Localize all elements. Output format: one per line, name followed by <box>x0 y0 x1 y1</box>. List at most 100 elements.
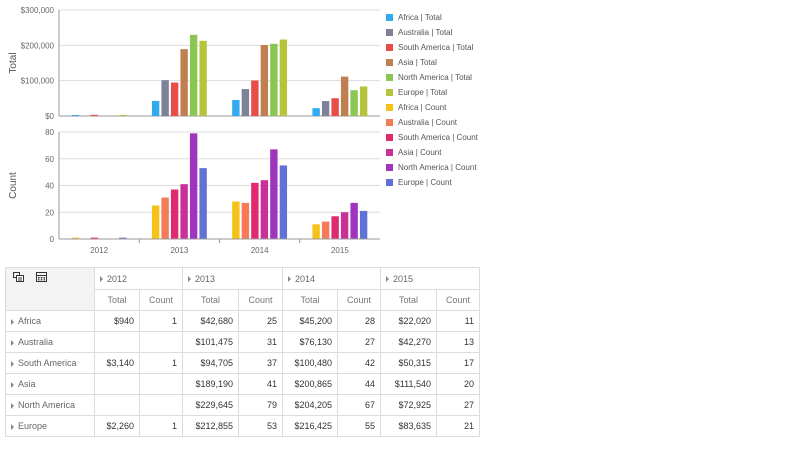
bar[interactable] <box>260 45 269 117</box>
bar[interactable] <box>119 237 127 239</box>
legend-item[interactable]: Asia | Total <box>386 55 478 70</box>
legend-item[interactable]: North America | Total <box>386 70 478 85</box>
legend-label: Australia | Count <box>398 118 457 127</box>
legend-swatch <box>386 179 393 186</box>
bar[interactable] <box>340 212 349 239</box>
value-cell <box>139 394 183 416</box>
legend-swatch <box>386 74 393 81</box>
calculator-icon[interactable] <box>36 272 47 282</box>
bar[interactable] <box>251 182 259 239</box>
bar[interactable] <box>312 108 320 116</box>
bar[interactable] <box>71 237 80 239</box>
bar[interactable] <box>241 202 250 239</box>
bar[interactable] <box>270 43 278 116</box>
y-tick-label: 80 <box>45 128 54 137</box>
legend-item[interactable]: Australia | Total <box>386 25 478 40</box>
bar[interactable] <box>321 101 330 116</box>
bar[interactable] <box>151 205 160 239</box>
legend-item[interactable]: Australia | Count <box>386 115 478 130</box>
legend-item[interactable]: Asia | Count <box>386 145 478 160</box>
bar[interactable] <box>251 80 259 116</box>
bar[interactable] <box>331 216 339 239</box>
value-cell: $50,315 <box>380 352 437 374</box>
bar[interactable] <box>321 221 330 239</box>
expand-caret-icon[interactable] <box>11 360 14 367</box>
row-header[interactable]: South America <box>5 352 95 374</box>
expand-caret-icon[interactable] <box>11 381 14 388</box>
y-tick-label: $200,000 <box>21 41 55 50</box>
legend-item[interactable]: Africa | Count <box>386 100 478 115</box>
legend-item[interactable]: Europe | Count <box>386 175 478 190</box>
year-header[interactable]: 2012 <box>94 267 183 290</box>
legend-label: Africa | Total <box>398 13 442 22</box>
bar[interactable] <box>359 86 368 116</box>
bar[interactable] <box>199 168 207 239</box>
bar[interactable] <box>350 90 358 116</box>
value-cell: 11 <box>436 310 480 332</box>
bar[interactable] <box>331 98 339 116</box>
row-header[interactable]: Europe <box>5 415 95 437</box>
pivot-grid: 2012 2013 2014 2015 Total Count Total Count Tota… <box>5 267 480 437</box>
bar[interactable] <box>189 133 198 239</box>
legend-swatch <box>386 89 393 96</box>
bar[interactable] <box>189 34 198 117</box>
bar[interactable] <box>161 197 169 239</box>
value-cell <box>139 373 183 395</box>
bar[interactable] <box>180 184 188 239</box>
bar[interactable] <box>350 202 358 239</box>
bar[interactable] <box>270 149 278 239</box>
bar[interactable] <box>232 100 240 116</box>
row-header[interactable]: Asia <box>5 373 95 395</box>
chart-legend: Africa | Total Australia | Total South Ame… <box>386 10 478 190</box>
legend-label: Europe | Count <box>398 178 452 187</box>
bar[interactable] <box>279 39 288 117</box>
expand-caret-icon[interactable] <box>288 276 291 283</box>
bar[interactable] <box>161 80 169 116</box>
expand-caret-icon[interactable] <box>11 318 14 325</box>
x-tick-label: 2015 <box>331 246 349 255</box>
bar[interactable] <box>340 76 349 116</box>
bar[interactable] <box>180 49 188 117</box>
bar[interactable] <box>241 89 250 116</box>
expand-caret-icon[interactable] <box>386 276 389 283</box>
bar[interactable] <box>170 189 179 239</box>
bar[interactable] <box>90 114 99 116</box>
expand-caret-icon[interactable] <box>11 423 14 430</box>
field-list-icon[interactable] <box>13 272 24 282</box>
year-header[interactable]: 2015 <box>380 267 480 290</box>
bar[interactable] <box>170 82 179 116</box>
value-cell: 79 <box>238 394 283 416</box>
legend-swatch <box>386 149 393 156</box>
bar[interactable] <box>199 40 207 117</box>
row-header[interactable]: Australia <box>5 331 95 353</box>
bar[interactable] <box>279 165 288 239</box>
bar[interactable] <box>260 180 269 239</box>
year-header[interactable]: 2014 <box>282 267 381 290</box>
year-header[interactable]: 2013 <box>182 267 283 290</box>
bar[interactable] <box>312 224 320 239</box>
bar[interactable] <box>151 100 160 116</box>
value-cell: 53 <box>238 415 283 437</box>
value-cell <box>139 331 183 353</box>
measure-header: Count <box>139 289 183 311</box>
legend-item[interactable]: Africa | Total <box>386 10 478 25</box>
value-cell: $3,140 <box>94 352 140 374</box>
expand-caret-icon[interactable] <box>11 402 14 409</box>
expand-caret-icon[interactable] <box>100 276 103 283</box>
value-cell: $45,200 <box>282 310 338 332</box>
legend-item[interactable]: South America | Count <box>386 130 478 145</box>
bar[interactable] <box>90 237 99 239</box>
legend-item[interactable]: Europe | Total <box>386 85 478 100</box>
bar[interactable] <box>232 201 240 239</box>
bar[interactable] <box>119 115 127 116</box>
row-header[interactable]: North America <box>5 394 95 416</box>
legend-item[interactable]: North America | Count <box>386 160 478 175</box>
measure-header: Count <box>238 289 283 311</box>
legend-item[interactable]: South America | Total <box>386 40 478 55</box>
bar[interactable] <box>71 115 80 116</box>
row-header[interactable]: Africa <box>5 310 95 332</box>
expand-caret-icon[interactable] <box>188 276 191 283</box>
bar[interactable] <box>359 210 368 239</box>
value-cell: $204,205 <box>282 394 338 416</box>
expand-caret-icon[interactable] <box>11 339 14 346</box>
